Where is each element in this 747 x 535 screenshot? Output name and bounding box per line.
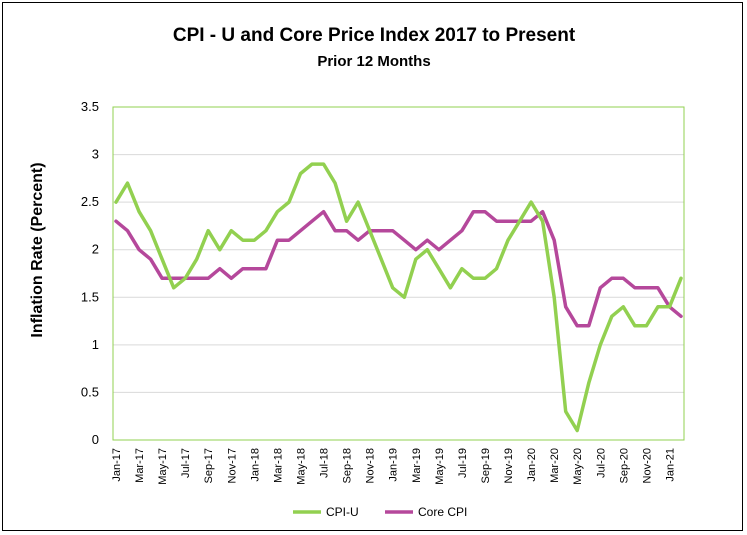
x-tick-label: May-18 — [295, 448, 307, 485]
x-tick-label: Mar-17 — [134, 448, 146, 483]
legend-label: CPI-U — [326, 505, 359, 519]
legend-label: Core CPI — [418, 505, 467, 519]
x-tick-label: Jan-18 — [249, 448, 261, 482]
series-lines — [114, 162, 683, 433]
x-tick-label: May-20 — [572, 448, 584, 485]
y-tick-label: 1 — [92, 337, 99, 352]
x-tick-label: Sep-17 — [203, 448, 215, 483]
x-tick-label: Nov-18 — [365, 448, 377, 483]
series-line-core-cpi — [114, 209, 683, 328]
x-tick-label: May-17 — [157, 448, 169, 485]
x-tick-label: Jul-18 — [319, 448, 331, 478]
x-tick-label: Jan-21 — [664, 448, 676, 482]
y-tick-label: 3 — [92, 147, 99, 162]
x-tick-label: Mar-20 — [549, 448, 561, 483]
y-axis-label: Inflation Rate (Percent) — [29, 162, 46, 337]
x-tick-label: Mar-19 — [411, 448, 423, 483]
y-axis-ticks: 0 0.5 1 1.5 2 2.5 3 3.5 — [81, 99, 99, 447]
line-chart: CPI - U and Core Price Index 2017 to Pre… — [29, 25, 685, 519]
x-tick-label: Sep-19 — [480, 448, 492, 483]
x-tick-label: Jan-17 — [111, 448, 123, 482]
x-axis-ticks: Jan-17 Mar-17 May-17 Jul-17 Sep-17 Nov-17 Jan-… — [111, 448, 676, 485]
chart-subtitle: Prior 12 Months — [317, 53, 430, 70]
x-tick-label: Mar-18 — [272, 448, 284, 483]
y-tick-label: 0.5 — [81, 384, 99, 399]
x-tick-label: Sep-20 — [618, 448, 630, 483]
y-tick-label: 2.5 — [81, 194, 99, 209]
x-tick-label: Jul-17 — [180, 448, 192, 478]
x-tick-label: Jul-20 — [595, 448, 607, 478]
plot-area — [112, 106, 685, 441]
x-tick-label: Nov-17 — [226, 448, 238, 483]
y-tick-label: 2 — [92, 242, 99, 257]
y-tick-label: 1.5 — [81, 289, 99, 304]
x-tick-label: May-19 — [434, 448, 446, 485]
x-tick-label: Jan-19 — [388, 448, 400, 482]
x-tick-label: Nov-19 — [503, 448, 515, 483]
x-tick-label: Nov-20 — [641, 448, 653, 483]
x-tick-label: Sep-18 — [342, 448, 354, 483]
series-line-cpi-u — [114, 162, 683, 433]
y-tick-label: 3.5 — [81, 99, 99, 114]
x-tick-label: Jul-19 — [457, 448, 469, 478]
y-tick-label: 0 — [92, 432, 99, 447]
x-tick-label: Jan-20 — [526, 448, 538, 482]
chart-title: CPI - U and Core Price Index 2017 to Pre… — [173, 25, 576, 46]
legend: CPI-U Core CPI — [293, 505, 467, 519]
